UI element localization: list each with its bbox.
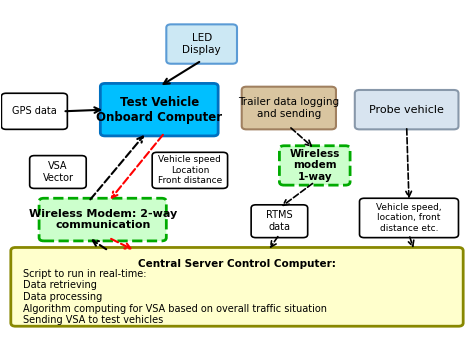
FancyBboxPatch shape <box>100 83 218 136</box>
FancyBboxPatch shape <box>279 146 350 185</box>
FancyBboxPatch shape <box>166 24 237 64</box>
Text: Trailer data logging
and sending: Trailer data logging and sending <box>238 97 339 119</box>
FancyBboxPatch shape <box>39 198 166 241</box>
Text: Test Vehicle
Onboard Computer: Test Vehicle Onboard Computer <box>96 96 222 124</box>
FancyBboxPatch shape <box>1 93 67 129</box>
Text: Central Server Control Computer:: Central Server Control Computer: <box>138 259 336 269</box>
Text: Wireless Modem: 2-way
communication: Wireless Modem: 2-way communication <box>28 209 177 231</box>
FancyBboxPatch shape <box>251 205 308 238</box>
FancyBboxPatch shape <box>359 198 458 238</box>
Text: Vehicle speed
Location
Front distance: Vehicle speed Location Front distance <box>158 156 222 185</box>
FancyBboxPatch shape <box>242 87 336 129</box>
Text: Script to run in real-time:
Data retrieving
Data processing
Algorithm computing : Script to run in real-time: Data retriev… <box>23 269 327 325</box>
Text: LED
Display: LED Display <box>182 33 221 55</box>
Text: RTMS
data: RTMS data <box>266 211 293 232</box>
Text: Probe vehicle: Probe vehicle <box>369 105 444 115</box>
Text: Vehicle speed,
location, front
distance etc.: Vehicle speed, location, front distance … <box>376 203 442 233</box>
FancyBboxPatch shape <box>11 247 463 326</box>
FancyBboxPatch shape <box>152 152 228 188</box>
Text: GPS data: GPS data <box>12 106 57 116</box>
FancyBboxPatch shape <box>30 156 86 188</box>
Text: VSA
Vector: VSA Vector <box>43 161 73 183</box>
FancyBboxPatch shape <box>355 90 458 129</box>
Text: Wireless
modem
1-way: Wireless modem 1-way <box>290 149 340 182</box>
